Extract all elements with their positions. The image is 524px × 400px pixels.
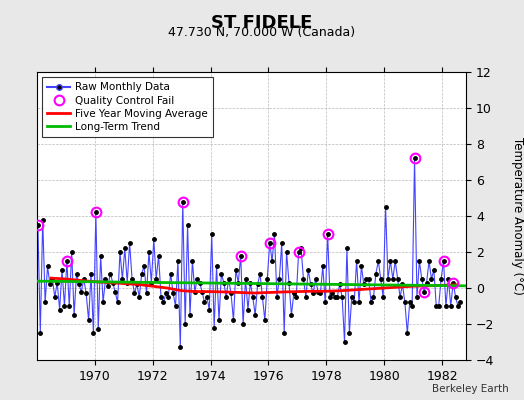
Legend: Raw Monthly Data, Quality Control Fail, Five Year Moving Average, Long-Term Tren: Raw Monthly Data, Quality Control Fail, … [42,77,213,137]
Text: ST FIDELE: ST FIDELE [211,14,313,32]
Text: 47.730 N, 70.000 W (Canada): 47.730 N, 70.000 W (Canada) [168,26,356,39]
Text: Berkeley Earth: Berkeley Earth [432,384,508,394]
Y-axis label: Temperature Anomaly (°C): Temperature Anomaly (°C) [511,137,524,295]
